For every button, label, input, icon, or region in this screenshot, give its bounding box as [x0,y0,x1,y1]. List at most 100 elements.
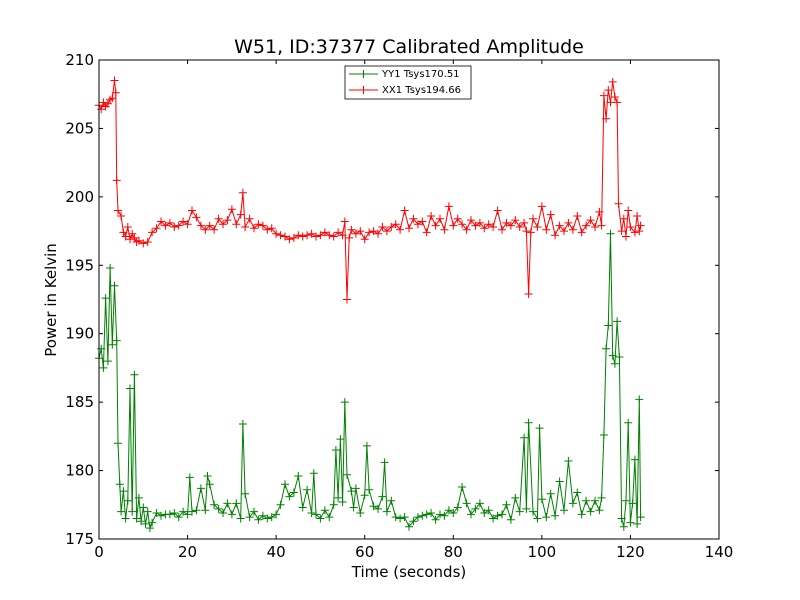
data-point-yy1 [405,522,413,531]
data-point-xx1 [183,220,192,229]
plot-background [99,60,719,539]
data-point-xx1 [542,225,551,234]
y-tick-label: 205 [65,119,94,137]
y-axis-title: Power in Kelvin [42,243,60,357]
data-point-yy1 [380,458,389,467]
data-point-yy1 [289,488,298,497]
data-point-yy1 [489,514,498,523]
data-point-yy1 [542,513,551,522]
data-point-yy1 [522,504,531,513]
data-point-yy1 [387,496,396,505]
data-point-yy1 [591,496,599,505]
data-point-xx1 [502,218,511,227]
data-point-yy1 [272,510,281,519]
data-point-xx1 [444,202,453,211]
data-point-xx1 [526,228,535,237]
y-tick-label: 185 [65,393,94,411]
data-point-yy1 [238,420,247,428]
data-point-xx1 [276,231,285,240]
data-point-yy1 [329,500,338,509]
data-point-xx1 [112,176,121,185]
data-point-yy1 [427,509,436,517]
y-tick-label: 180 [65,462,94,480]
data-point-xx1 [619,214,628,223]
data-point-yy1 [134,493,143,502]
data-point-xx1 [152,224,161,233]
data-point-xx1 [378,223,387,231]
data-point-xx1 [351,229,360,238]
data-point-yy1 [185,473,194,482]
data-point-xx1 [396,225,405,234]
legend: YY1 Tsys170.51 XX1 Tsys194.66 [344,65,472,100]
data-point-yy1 [223,499,232,508]
data-point-xx1 [529,214,537,223]
data-point-xx1 [285,235,294,244]
data-point-xx1 [577,228,586,237]
data-point-xx1 [573,212,582,220]
data-point-yy1 [320,506,329,515]
data-point-yy1 [132,514,141,523]
data-point-xx1 [422,228,431,237]
data-point-xx1 [489,223,498,231]
data-point-xx1 [511,216,520,225]
data-point-yy1 [440,511,449,520]
y-tick-label: 190 [65,325,94,343]
data-point-xx1 [121,232,130,241]
data-point-xx1 [427,212,436,220]
data-point-yy1 [108,340,117,349]
data-point-xx1 [440,225,449,234]
data-point-xx1 [595,207,604,216]
data-point-yy1 [462,499,471,508]
data-point-xx1 [134,236,143,245]
data-point-xx1 [179,217,188,226]
data-point-yy1 [112,336,121,345]
data-point-xx1 [555,221,564,230]
data-point-xx1 [210,225,219,234]
data-point-xx1 [223,216,232,225]
data-point-yy1 [396,514,405,523]
data-point-xx1 [281,232,289,241]
data-point-yy1 [362,441,371,450]
data-point-xx1 [626,223,635,231]
data-point-yy1 [114,439,122,448]
data-point-xx1 [475,218,484,227]
data-point-yy1 [369,502,378,511]
data-point-xx1 [382,227,391,236]
data-point-yy1 [188,507,196,516]
data-point-xx1 [400,206,409,215]
data-point-xx1 [188,206,196,215]
data-point-yy1 [537,495,546,504]
ticks-layer: 0 20 40 60 80 100 120 140 175 180 185 190 195 200 205 2… [65,51,733,561]
data-point-yy1 [196,484,205,493]
data-point-yy1 [334,493,343,502]
x-tick-label: 140 [705,543,734,561]
data-point-yy1 [210,500,219,509]
data-point-xx1 [294,231,303,240]
data-point-xx1 [123,223,132,231]
data-point-yy1 [276,500,285,509]
data-point-xx1 [484,220,493,229]
data-point-yy1 [533,514,542,523]
data-point-xx1 [551,231,560,240]
y-tick-label: 195 [65,256,94,274]
data-point-yy1 [619,522,628,531]
data-point-yy1 [529,507,537,516]
data-point-yy1 [409,517,418,526]
data-point-yy1 [145,524,154,533]
data-point-xx1 [165,218,174,227]
data-point-yy1 [143,507,152,516]
data-point-yy1 [123,496,132,505]
data-point-yy1 [338,498,347,506]
data-point-yy1 [568,499,577,508]
data-point-xx1 [289,233,298,242]
data-point-yy1 [628,499,637,508]
data-point-xx1 [298,232,307,241]
data-point-xx1 [312,232,320,241]
data-point-yy1 [595,506,604,515]
data-point-xx1 [267,224,276,233]
data-point-yy1 [119,487,128,496]
data-point-yy1 [418,511,427,520]
x-tick-label: 100 [528,543,557,561]
data-point-xx1 [157,217,165,226]
data-point-xx1 [245,214,254,223]
